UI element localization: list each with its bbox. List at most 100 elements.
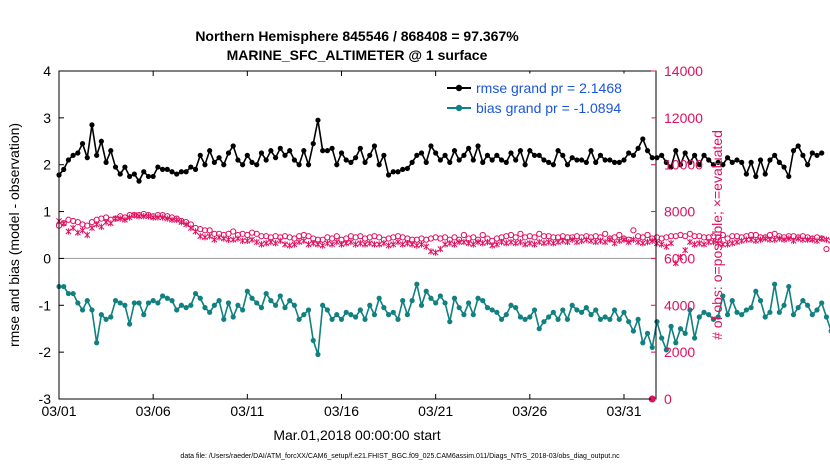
y-tick-label: 1 xyxy=(43,204,51,220)
data-point-evaluated xyxy=(734,238,740,246)
data-point xyxy=(630,328,637,334)
data-point xyxy=(819,300,825,306)
data-point-evaluated xyxy=(668,240,675,247)
data-point xyxy=(743,307,749,313)
data-point-evaluated xyxy=(762,235,769,242)
data-point xyxy=(527,148,533,154)
data-point xyxy=(122,164,128,170)
data-point xyxy=(94,152,100,158)
data-point xyxy=(230,143,236,149)
data-point-evaluated xyxy=(220,235,227,242)
data-point-possible xyxy=(752,231,759,239)
data-point xyxy=(155,300,161,306)
data-point xyxy=(61,283,67,290)
data-point xyxy=(235,157,241,163)
data-point xyxy=(272,302,279,308)
data-point xyxy=(461,312,467,318)
data-point xyxy=(720,162,726,168)
plot-marks xyxy=(55,117,830,403)
data-point-possible xyxy=(644,231,651,239)
data-point-evaluated xyxy=(578,237,585,245)
data-point xyxy=(249,295,255,301)
data-point-evaluated xyxy=(136,213,142,220)
data-point xyxy=(569,155,575,161)
series-0 xyxy=(56,117,825,184)
data-point xyxy=(616,159,622,165)
data-point-possible xyxy=(291,235,298,242)
data-point xyxy=(673,148,679,154)
data-point xyxy=(235,302,241,308)
data-point-evaluated xyxy=(366,240,373,247)
data-point xyxy=(447,159,453,165)
data-point xyxy=(786,283,792,290)
data-point-evaluated xyxy=(691,241,698,248)
y-axis-label: rmse and bias (model - observation) xyxy=(6,123,22,347)
data-point xyxy=(131,300,137,306)
data-point xyxy=(376,295,382,301)
data-point-evaluated xyxy=(211,236,218,243)
data-point xyxy=(536,326,542,332)
data-point xyxy=(437,293,443,299)
data-point-evaluated xyxy=(103,218,110,226)
data-point xyxy=(498,316,505,322)
data-point xyxy=(94,340,100,346)
data-point-evaluated xyxy=(145,213,152,220)
data-point xyxy=(225,300,232,306)
data-point xyxy=(659,335,665,341)
data-point xyxy=(254,300,260,306)
data-point xyxy=(183,169,189,175)
data-point-evaluated xyxy=(183,221,190,228)
data-point xyxy=(287,298,293,304)
data-point-evaluated xyxy=(696,240,703,247)
data-point xyxy=(183,305,189,311)
data-point xyxy=(781,302,787,308)
y-tick-label: -1 xyxy=(39,297,52,313)
data-point-evaluated xyxy=(625,238,632,246)
data-point-evaluated xyxy=(451,241,458,248)
data-point-evaluated xyxy=(621,236,627,243)
data-point-evaluated xyxy=(781,236,788,243)
data-point xyxy=(583,159,589,165)
data-point xyxy=(461,152,467,158)
y-tick-label: 3 xyxy=(43,110,51,126)
data-point xyxy=(616,316,622,322)
data-point-evaluated xyxy=(818,235,825,242)
data-point xyxy=(296,162,302,168)
data-point-evaluated xyxy=(385,242,392,249)
data-point-possible xyxy=(531,234,538,241)
chart-subtitle: MARINE_SFC_ALTIMETER @ 1 surface xyxy=(227,47,488,63)
data-point xyxy=(404,312,411,318)
data-point xyxy=(692,335,698,341)
data-point xyxy=(244,152,250,158)
data-point xyxy=(343,309,349,315)
data-point xyxy=(517,314,524,320)
data-point-possible xyxy=(319,236,326,243)
x-tick-label: 03/01 xyxy=(41,403,76,419)
data-point xyxy=(84,155,90,161)
data-point xyxy=(739,159,745,165)
data-point xyxy=(169,169,175,175)
data-point-evaluated xyxy=(296,238,303,246)
data-point-evaluated xyxy=(766,236,773,243)
data-point xyxy=(644,330,651,336)
data-point-evaluated xyxy=(164,215,171,222)
data-point xyxy=(282,305,288,311)
data-point-evaluated xyxy=(573,238,580,246)
data-point xyxy=(428,295,434,301)
data-point xyxy=(357,145,363,151)
data-point xyxy=(79,141,86,147)
data-point-evaluated xyxy=(508,238,514,246)
data-file-footnote: data file: /Users/raeder/DAI/ATM_forcXX/… xyxy=(180,453,620,460)
series-1 xyxy=(56,281,830,358)
data-point xyxy=(790,312,797,318)
data-point xyxy=(640,340,646,346)
data-point xyxy=(296,316,302,322)
data-point xyxy=(202,305,208,311)
data-point-evaluated xyxy=(658,241,665,248)
data-point-evaluated xyxy=(465,240,472,247)
data-point-evaluated xyxy=(799,236,806,243)
data-point xyxy=(654,155,660,161)
data-point xyxy=(409,298,415,304)
y-tick-label: -3 xyxy=(39,391,52,407)
